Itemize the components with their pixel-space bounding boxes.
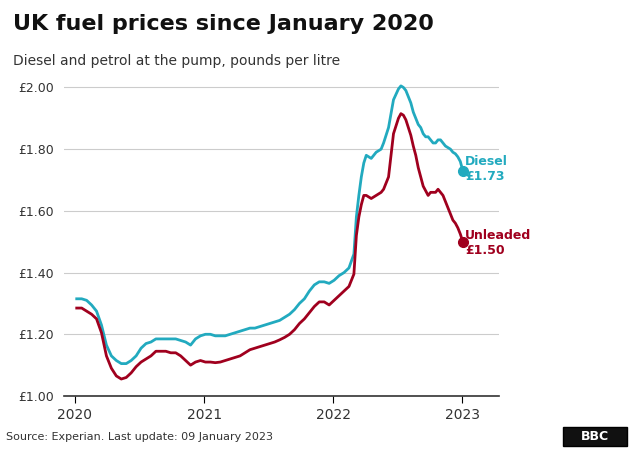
Text: BBC: BBC [581,430,609,443]
Text: UK fuel prices since January 2020: UK fuel prices since January 2020 [13,14,434,33]
Text: Source: Experian. Last update: 09 January 2023: Source: Experian. Last update: 09 Januar… [6,432,273,441]
Text: Unleaded
£1.50: Unleaded £1.50 [465,229,531,257]
FancyBboxPatch shape [563,427,627,446]
Text: Diesel and petrol at the pump, pounds per litre: Diesel and petrol at the pump, pounds pe… [13,54,340,68]
Text: Diesel
£1.73: Diesel £1.73 [465,155,508,183]
